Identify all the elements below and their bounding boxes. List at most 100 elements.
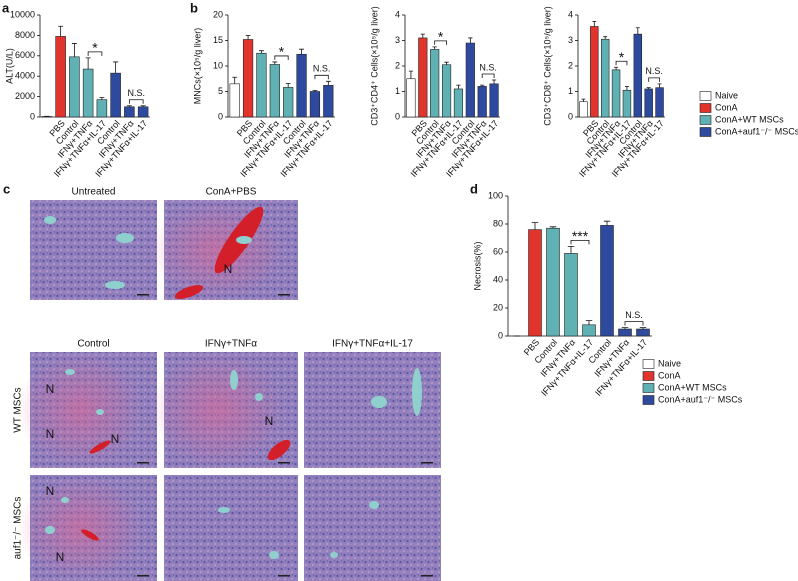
y-tick-label: 40 [493, 274, 503, 284]
necrotic-area [17, 352, 145, 468]
error-bar [491, 79, 497, 84]
vessel [371, 396, 387, 408]
bar [528, 229, 542, 337]
bar [256, 52, 267, 118]
bar [296, 53, 307, 118]
bar [477, 86, 487, 118]
column-label: IFNγ+TNFα [205, 339, 257, 350]
y-tick-label: 0 [218, 111, 223, 121]
bar [465, 42, 475, 118]
histology-image: N [150, 352, 298, 468]
y-tick-label: 10000 [10, 9, 35, 19]
vessel [65, 369, 75, 375]
tissue [304, 475, 441, 581]
significance-bracket [128, 99, 144, 104]
legend-swatch [642, 359, 655, 369]
y-axis-label: CD3⁺CD8⁺ Cells(×10⁵/g liver) [542, 6, 552, 126]
bar [582, 324, 596, 337]
significance-bracket [274, 55, 289, 60]
error-bar [444, 61, 449, 65]
significance-bracket [648, 77, 660, 82]
vessel [105, 281, 125, 289]
error-bar [299, 48, 304, 55]
error-bar [85, 57, 91, 70]
significance-label: *** [572, 228, 589, 244]
vessel [45, 526, 55, 534]
bar [124, 106, 135, 118]
y-tick-label: 4 [568, 9, 573, 19]
vessel [412, 368, 422, 416]
error-bar [603, 220, 611, 226]
error-bar [113, 61, 119, 74]
error-bar [585, 320, 593, 325]
bar [430, 49, 440, 118]
error-bar [567, 246, 575, 254]
error-bar [285, 82, 291, 88]
error-bar [635, 27, 640, 35]
legend-label: ConA+WT MSCs [658, 382, 727, 392]
vessel [44, 216, 56, 224]
necrotic-area [150, 200, 285, 300]
vessel [218, 507, 230, 513]
tissue [164, 475, 298, 581]
error-bar [432, 46, 437, 50]
y-axis-label: CD3⁺CD4⁺ Cells(×10⁵/g liver) [369, 6, 379, 126]
y-tick-label: 0 [395, 111, 400, 121]
error-bar [456, 84, 461, 89]
error-bar [232, 76, 238, 84]
y-tick-label: 1 [395, 86, 400, 96]
significance-label: * [279, 44, 285, 60]
tissue [304, 352, 441, 468]
bar [590, 26, 599, 118]
tissue [30, 200, 157, 300]
vessel [330, 552, 338, 558]
vessel [236, 236, 252, 244]
vessel [116, 233, 134, 243]
column-label: ConA+PBS [206, 187, 257, 198]
y-tick-label: 2000 [15, 91, 35, 101]
y-tick-label: 0 [568, 111, 573, 121]
scale-bar [137, 462, 149, 464]
bar [564, 253, 578, 337]
error-bar [325, 80, 331, 86]
y-tick-label: 3 [568, 35, 573, 45]
bar [453, 88, 464, 118]
vessel [255, 393, 263, 401]
y-tick-label: 20 [213, 9, 223, 19]
vessel [61, 497, 69, 503]
error-bar [624, 86, 629, 91]
y-tick-label: 2 [395, 60, 400, 70]
y-tick-label: 60 [493, 246, 503, 256]
bar [418, 37, 428, 118]
error-bar [71, 43, 77, 57]
error-bar [272, 61, 278, 65]
histology-image [164, 475, 298, 581]
y-axis-label: Necrosis(%) [472, 241, 482, 290]
y-tick-label: 20 [493, 302, 503, 312]
y-axis-label: ALT(U/L) [4, 48, 14, 84]
error-bar [259, 50, 264, 54]
significance-label: N.S. [127, 88, 145, 98]
scale-bar [137, 575, 149, 577]
bar [41, 116, 53, 118]
bar [137, 106, 149, 118]
legend-label: ConA+WT MSCs [715, 114, 784, 124]
necrosis-marker: N [111, 432, 120, 446]
error-bar [468, 37, 473, 44]
error-bar [657, 83, 662, 88]
error-bar [603, 36, 608, 40]
legend-swatch [642, 371, 655, 381]
bar [546, 227, 560, 337]
histology-image: NN [17, 475, 157, 581]
bar [55, 36, 66, 118]
hemorrhage [89, 440, 111, 454]
histology-image: N [150, 200, 298, 300]
histology-image [30, 200, 157, 300]
column-label: Control [77, 339, 109, 350]
y-tick-label: 2 [568, 60, 573, 70]
histology-image: N N N [17, 352, 157, 468]
significance-label: * [92, 40, 98, 56]
scale-bar [278, 575, 290, 577]
bar [309, 91, 321, 118]
bar [600, 38, 610, 118]
